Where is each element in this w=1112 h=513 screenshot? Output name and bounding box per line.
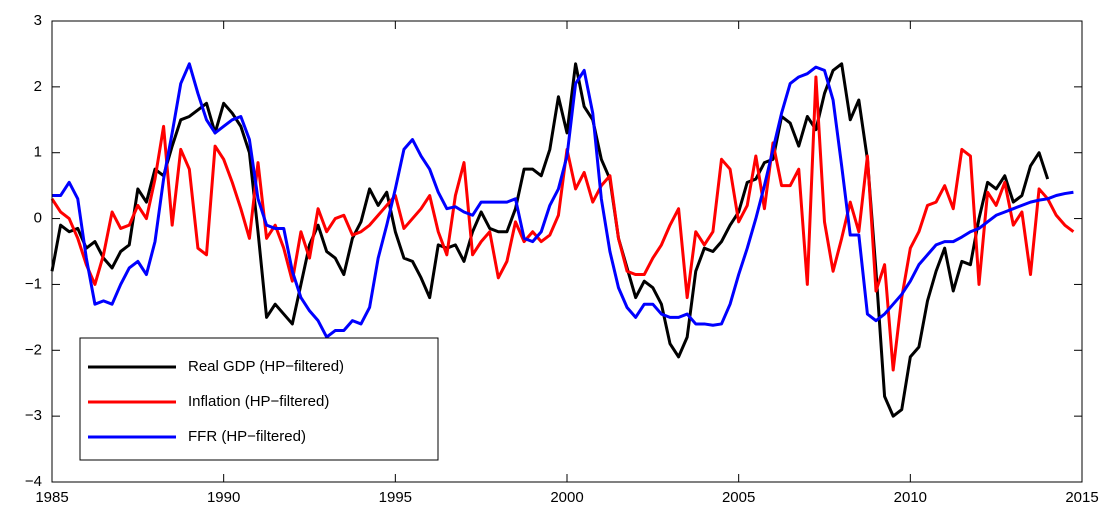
legend-label: Real GDP (HP−filtered) (188, 358, 344, 375)
x-tick-label: 2010 (894, 489, 927, 506)
y-tick-label: 0 (34, 210, 42, 227)
y-tick-label: −4 (25, 473, 42, 490)
y-tick-label: 3 (34, 12, 42, 29)
y-tick-label: −1 (25, 275, 42, 292)
plot-frame (51, 20, 1083, 483)
x-tick-label: 2005 (722, 489, 755, 506)
x-tick-label: 1995 (379, 489, 412, 506)
x-tick-label: 1985 (35, 489, 68, 506)
legend-box (79, 337, 439, 461)
series-line (52, 62, 1074, 339)
x-tick-label: 2015 (1065, 489, 1098, 506)
y-tick-label: −3 (25, 407, 42, 424)
y-tick-label: −2 (25, 341, 42, 358)
legend: Real GDP (HP−filtered) Inflation (HP−filt… (79, 337, 439, 461)
series-line (50, 62, 1050, 418)
y-tick-label: 1 (34, 144, 42, 161)
x-tick-label: 1990 (207, 489, 240, 506)
x-tick-label: 2000 (550, 489, 583, 506)
legend-label: FFR (HP−filtered) (188, 428, 306, 445)
y-tick-label: 2 (34, 78, 42, 95)
legend-label: Inflation (HP−filtered) (188, 393, 329, 410)
